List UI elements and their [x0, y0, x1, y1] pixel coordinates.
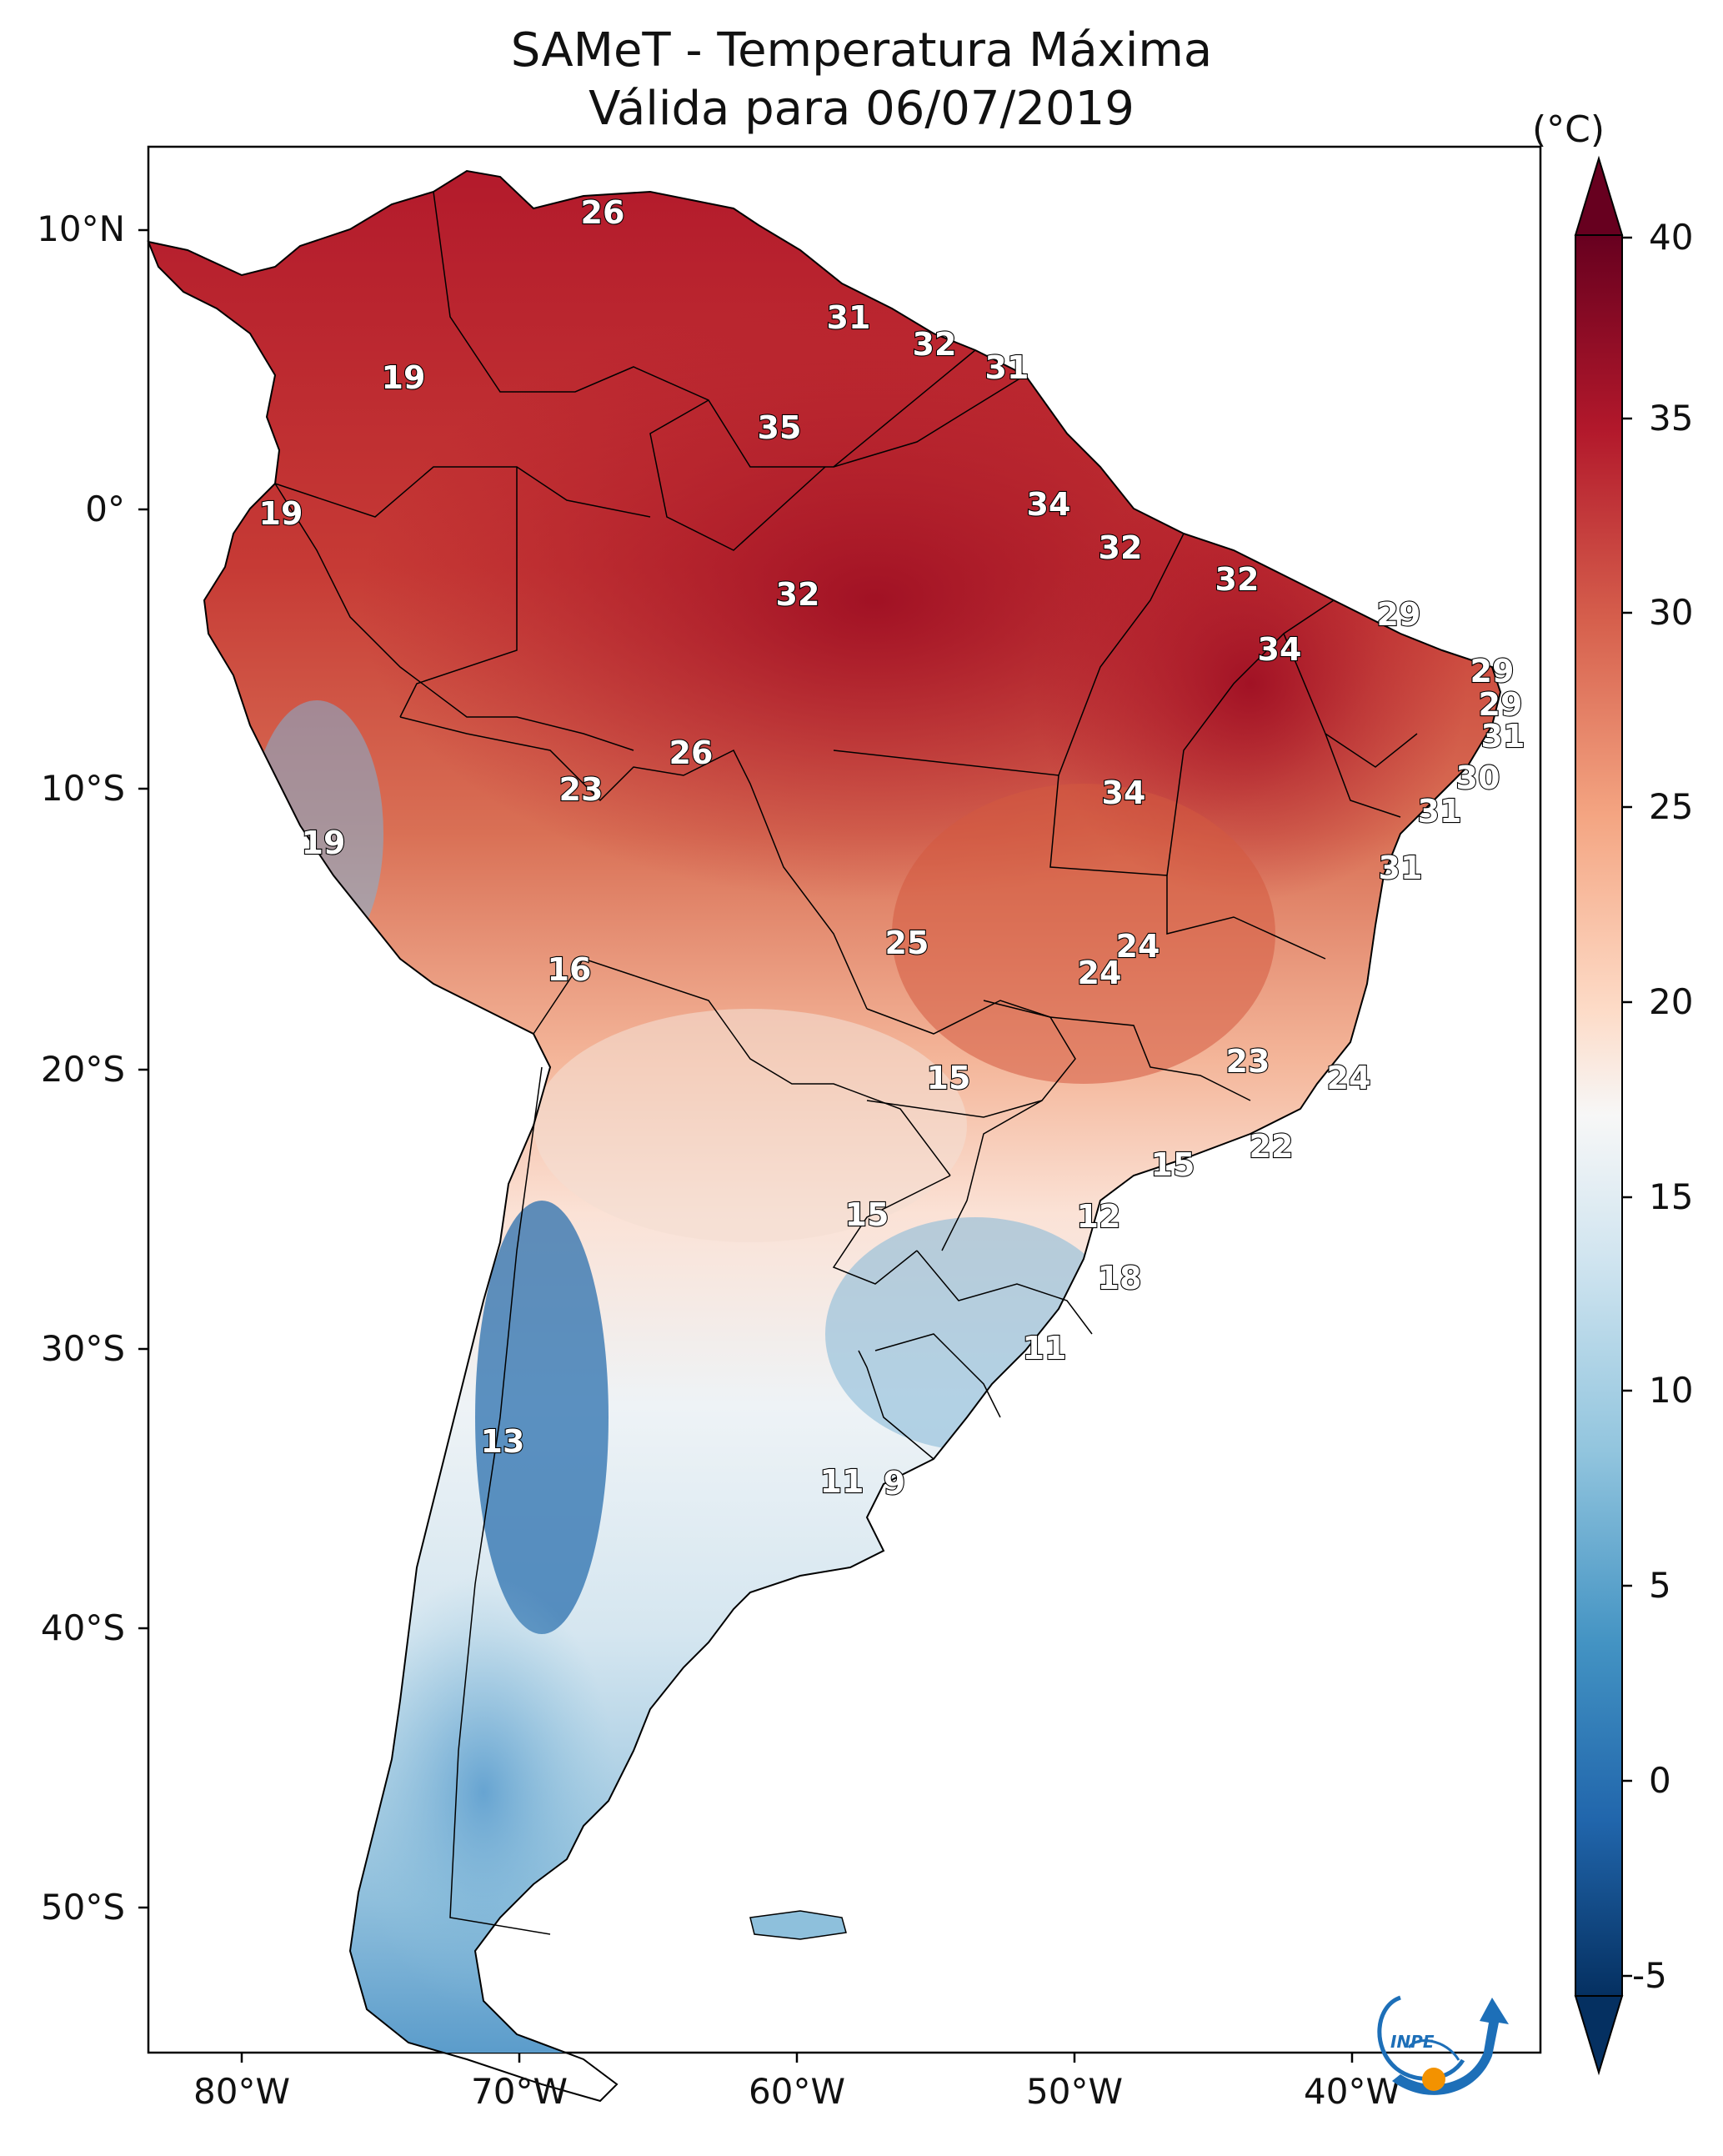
map-subtitle: Válida para 06/07/2019 [589, 82, 1134, 136]
colorbar-tick-10: 10 [1649, 1370, 1694, 1411]
label-15-sp: 15 [1151, 1146, 1195, 1183]
colorbar-tick-40: 40 [1649, 217, 1694, 258]
lat-tick-marks [138, 228, 148, 1909]
falkland-islands [749, 1910, 847, 1940]
label-31-se: 31 [1418, 793, 1462, 830]
lat-label-40s: 40°S [40, 1607, 125, 1648]
label-26-caribe: 26 [581, 194, 625, 231]
label-29-ceara: 29 [1377, 596, 1421, 633]
lon-label-40w: 40°W [1304, 2071, 1400, 2112]
colorbar-tick-minus5: -5 [1632, 1955, 1667, 1996]
country-borders [274, 191, 1418, 1935]
colorbar-extend-min [1574, 1995, 1624, 2076]
label-34-tocantins: 34 [1102, 775, 1146, 811]
colorbar-unit: (°C) [1532, 108, 1605, 151]
label-24-goias-b: 24 [1078, 955, 1122, 991]
lon-label-50w: 50°W [1026, 2071, 1123, 2112]
label-29-pb: 29 [1479, 686, 1523, 723]
map-title: SAMeT - Temperatura Máxima [510, 23, 1213, 78]
colorbar-tick-35: 35 [1649, 398, 1694, 439]
colorbar-tick-15: 15 [1649, 1176, 1694, 1217]
lat-label-30s: 30°S [40, 1328, 125, 1369]
colorbar-extend-max [1574, 155, 1624, 236]
colorbar [1574, 155, 1632, 2076]
inpe-logo-icon: INPE [1377, 1995, 1509, 2095]
label-32-guyana: 32 [913, 326, 957, 363]
colorbar-tick-0: 0 [1649, 1760, 1671, 1801]
label-29-rn: 29 [1470, 653, 1515, 689]
label-31-venezuela: 31 [827, 299, 871, 336]
label-15-ms: 15 [927, 1060, 971, 1096]
label-19-peru: 19 [302, 825, 346, 861]
lat-label-0: 0° [85, 489, 125, 529]
label-19-ecuador: 19 [259, 495, 303, 532]
lat-label-10n: 10°N [37, 208, 125, 249]
label-11-uruguay: 11 [820, 1463, 864, 1500]
temperature-labels: 26 31 32 31 35 19 19 34 32 32 32 29 34 2… [258, 193, 1525, 1502]
label-30-al: 30 [1456, 760, 1500, 796]
label-24-es: 24 [1327, 1060, 1371, 1096]
lon-tick-marks [240, 2053, 1354, 2063]
lon-label-60w: 60°W [749, 2071, 845, 2112]
label-34-piaui: 34 [1258, 631, 1302, 668]
colorbar-bar [1575, 234, 1623, 1997]
colorbar-tick-5: 5 [1649, 1565, 1671, 1606]
label-23-mg: 23 [1226, 1043, 1270, 1080]
label-32-maranhao: 32 [1215, 561, 1260, 598]
label-22-rj: 22 [1250, 1128, 1294, 1165]
label-11-rs: 11 [1023, 1330, 1067, 1366]
coastline [147, 169, 1502, 2103]
label-9-uruguay: 9 [884, 1465, 905, 1502]
label-26-rondonia: 26 [669, 735, 714, 771]
label-32-para-norte: 32 [1099, 529, 1143, 566]
label-32-amazonas: 32 [776, 576, 820, 613]
label-13-chile: 13 [481, 1423, 525, 1460]
label-18-sc: 18 [1098, 1260, 1142, 1296]
colorbar-tick-25: 25 [1649, 786, 1694, 827]
colorbar-tick-20: 20 [1649, 981, 1694, 1022]
label-31-pe: 31 [1481, 718, 1525, 755]
label-25-mato-grosso: 25 [885, 925, 929, 961]
lon-label-80w: 80°W [193, 2071, 290, 2112]
label-24-goias-a: 24 [1116, 928, 1160, 965]
colorbar-tick-30: 30 [1649, 592, 1694, 633]
label-16-bolivia: 16 [548, 951, 592, 988]
lon-label-70w: 70°W [471, 2071, 568, 2112]
label-35-roraima: 35 [758, 409, 802, 446]
label-15-paraguay: 15 [845, 1196, 889, 1233]
label-19-colombia: 19 [382, 359, 426, 396]
label-12-pr: 12 [1077, 1198, 1121, 1235]
label-31-bahia: 31 [1379, 850, 1423, 886]
lat-label-50s: 50°S [40, 1887, 125, 1928]
lat-label-10s: 10°S [40, 768, 125, 809]
svg-text:INPE: INPE [1390, 2032, 1435, 2052]
label-31-suriname: 31 [985, 349, 1029, 386]
label-23-bolivia-norte: 23 [559, 771, 604, 808]
lat-label-20s: 20°S [40, 1049, 125, 1090]
label-34-amapa: 34 [1027, 486, 1071, 523]
